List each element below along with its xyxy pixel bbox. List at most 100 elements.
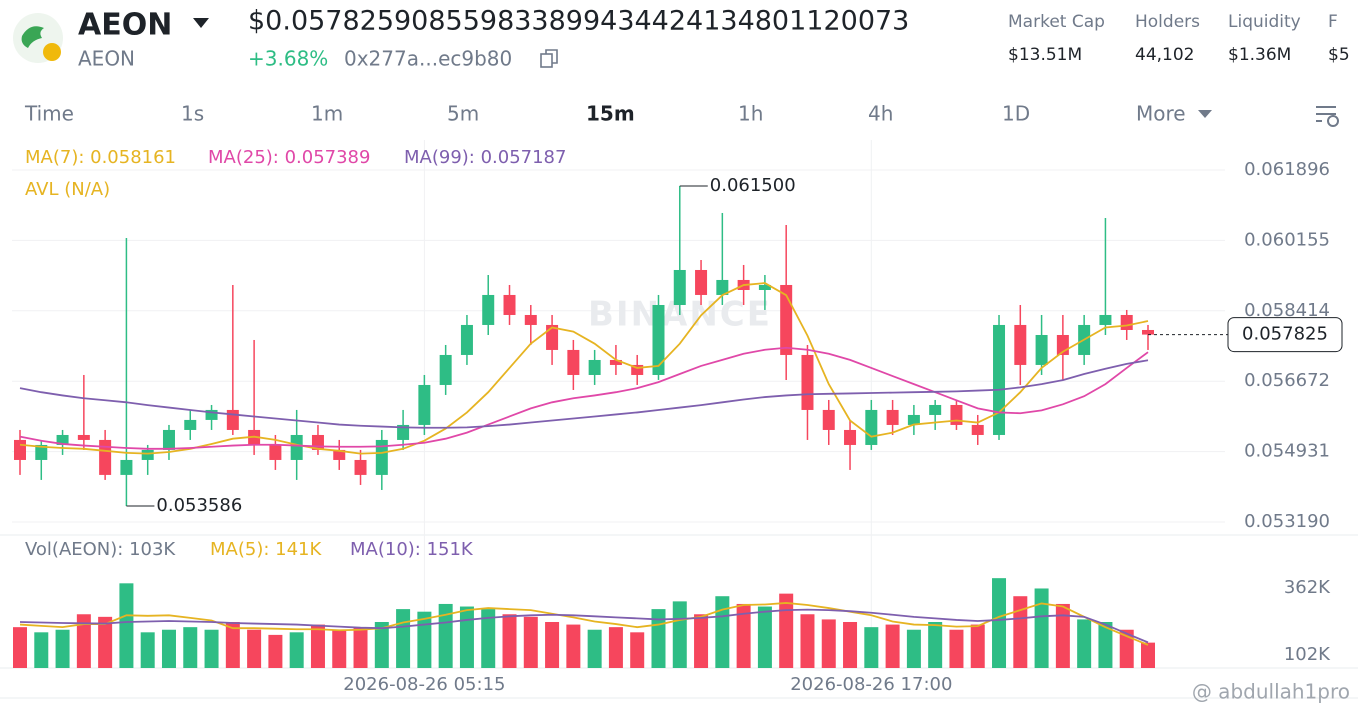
stat-label: F <box>1328 12 1338 32</box>
volume-bar <box>140 632 155 668</box>
y-tick-label: 0.056672 <box>1244 370 1330 391</box>
timeframe-tab[interactable]: 1s <box>181 102 204 126</box>
ma-line <box>19 282 1149 455</box>
candle-body <box>971 424 984 435</box>
low-annotation: 0.053586 <box>156 495 242 516</box>
contract-address: 0x277a...ec9b80 <box>344 47 512 71</box>
candle-body <box>375 439 388 475</box>
volume-tick-label: 362K <box>1284 577 1331 598</box>
volume-bar <box>651 609 666 668</box>
volume-legend: Vol(AEON): 103K <box>25 539 176 560</box>
candle-body <box>1120 314 1133 330</box>
volume-bar <box>821 619 836 668</box>
volume-bar <box>332 629 347 668</box>
timeframe-tab[interactable]: More <box>1136 102 1186 126</box>
volume-bar <box>608 627 623 668</box>
candle-body <box>460 324 473 355</box>
volume-bar <box>864 627 879 668</box>
volume-bar <box>545 621 560 668</box>
logo-mark <box>21 26 44 48</box>
y-tick-label: 0.054931 <box>1244 441 1330 462</box>
timeframe-tab[interactable]: 4h <box>868 102 893 126</box>
candle-body <box>205 409 218 420</box>
volume-bar <box>1119 629 1134 668</box>
volume-bar <box>1098 621 1113 668</box>
volume-bar <box>992 578 1007 668</box>
candle-body <box>950 404 963 425</box>
ma-legend: MA(99): 0.057187 <box>404 147 566 168</box>
volume-bar <box>247 629 262 668</box>
timeframe-tab[interactable]: 1D <box>1002 102 1030 126</box>
volume-bar <box>161 629 176 668</box>
volume-bar <box>1141 642 1155 668</box>
ma-legend: MA(7): 0.058161 <box>25 147 176 168</box>
stat-label: Liquidity <box>1228 12 1301 32</box>
volume-bar <box>34 632 49 668</box>
logo-badge <box>43 43 61 61</box>
candle-body <box>695 269 708 295</box>
candle-body <box>822 409 835 430</box>
volume-bar <box>757 606 772 668</box>
y-tick-label: 0.060155 <box>1244 229 1330 250</box>
candle-body <box>290 434 303 460</box>
candle-body <box>801 354 814 410</box>
candle-body <box>226 409 239 430</box>
volume-bar <box>310 624 325 668</box>
volume-bar <box>438 603 453 668</box>
timeframe-tab[interactable]: 15m <box>586 102 635 126</box>
copy-icon[interactable] <box>540 49 558 68</box>
candle-body <box>184 419 197 430</box>
volume-bar <box>779 593 794 668</box>
y-tick-label: 0.061896 <box>1244 159 1330 180</box>
candle-body <box>439 354 452 385</box>
candle-body <box>524 314 537 325</box>
candle-body <box>758 284 771 290</box>
candle-body <box>482 294 495 325</box>
volume-bar <box>374 621 389 668</box>
volume-bar <box>1077 619 1092 668</box>
volume-bar <box>566 624 581 668</box>
stat-value: 44,102 <box>1135 45 1194 65</box>
settings-icon[interactable] <box>1316 106 1336 122</box>
timeframe-tab[interactable]: 1h <box>738 102 763 126</box>
candle-body <box>1099 314 1112 325</box>
volume-bar <box>183 627 198 668</box>
candle-body <box>418 384 431 425</box>
settings-gear[interactable] <box>1327 115 1339 127</box>
stat-value: $13.51M <box>1008 45 1082 65</box>
timeframe-tab[interactable]: Time <box>24 102 74 126</box>
price: $0.057825908559833899434424134801120073 <box>248 6 909 37</box>
candle-body <box>503 294 516 315</box>
price-change: +3.68% <box>248 47 328 71</box>
timeframe-tab[interactable]: 1m <box>311 102 343 126</box>
stat-label: Holders <box>1135 12 1200 32</box>
symbol-dropdown[interactable] <box>193 18 209 28</box>
candle-body <box>993 324 1006 435</box>
ma-legend: MA(25): 0.057389 <box>208 147 370 168</box>
token-name: AEON <box>78 47 135 71</box>
volume-bar <box>715 596 730 668</box>
candle-body <box>120 459 133 475</box>
volume-tick-label: 102K <box>1284 644 1331 665</box>
volume-bar <box>119 583 134 668</box>
candle-body <box>269 444 282 460</box>
candle-body <box>1014 324 1027 365</box>
volume-bar <box>928 621 943 668</box>
candle-body <box>716 279 729 295</box>
volume-bar <box>396 609 411 668</box>
timeframe-tab[interactable]: 5m <box>447 102 479 126</box>
candle-body <box>886 409 899 425</box>
candle-body <box>141 449 154 460</box>
volume-bar <box>843 621 858 668</box>
volume-bar <box>459 606 474 668</box>
stat-value: $5 <box>1328 45 1350 65</box>
candle-body <box>652 304 665 375</box>
candle-body <box>333 449 346 460</box>
candle-body <box>907 414 920 425</box>
volume-ma-legend: MA(5): 141K <box>210 539 322 560</box>
x-tick-label: 2026-08-26 05:15 <box>343 674 505 695</box>
stat-value: $1.36M <box>1228 45 1291 65</box>
volume-bar <box>587 629 602 668</box>
more-dropdown[interactable] <box>1198 110 1212 118</box>
